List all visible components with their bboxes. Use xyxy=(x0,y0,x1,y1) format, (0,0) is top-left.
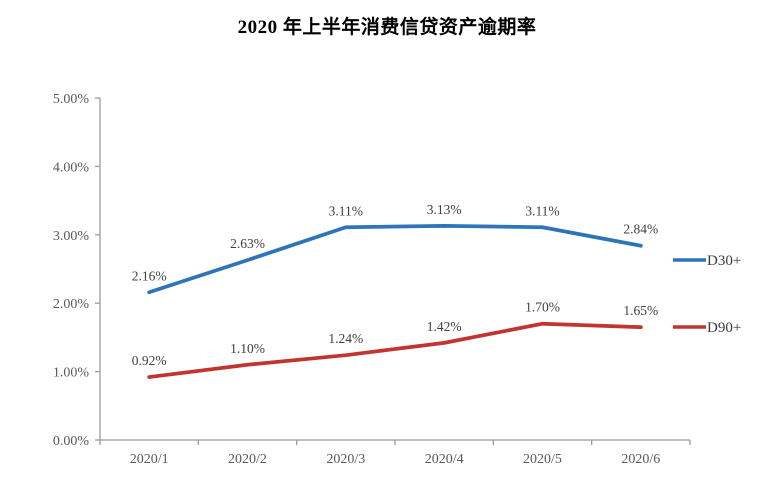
y-tick-label: 4.00% xyxy=(53,160,90,175)
series-line-D30+ xyxy=(147,224,643,295)
legend-label-D90+: D90+ xyxy=(707,320,741,336)
x-tick-label: 2020/1 xyxy=(130,452,169,467)
data-label-D30+: 3.11% xyxy=(525,203,559,218)
data-label-D90+: 1.65% xyxy=(623,303,658,318)
x-tick-label: 2020/2 xyxy=(228,452,267,467)
data-label-D30+: 2.16% xyxy=(132,268,167,283)
chart-title: 2020 年上半年消费信贷资产逾期率 xyxy=(237,17,537,38)
data-label-D90+: 1.70% xyxy=(525,300,560,315)
x-tick-label: 2020/3 xyxy=(326,452,365,467)
x-tick-label: 2020/6 xyxy=(621,452,660,467)
data-label-D90+: 1.10% xyxy=(230,341,265,356)
x-tick-label: 2020/5 xyxy=(523,452,562,467)
x-tick-label: 2020/4 xyxy=(425,452,464,467)
data-label-D90+: 1.42% xyxy=(427,319,462,334)
y-tick-label: 2.00% xyxy=(53,297,90,312)
series-line-D90+ xyxy=(147,321,643,379)
data-label-D30+: 2.84% xyxy=(623,222,658,237)
data-label-D30+: 3.11% xyxy=(329,203,363,218)
data-label-D90+: 0.92% xyxy=(132,353,167,368)
data-label-D90+: 1.24% xyxy=(328,331,363,346)
y-tick-label: 5.00% xyxy=(53,92,90,107)
legend-label-D30+: D30+ xyxy=(707,253,741,269)
y-tick-label: 1.00% xyxy=(53,366,90,381)
data-label-D30+: 3.13% xyxy=(427,202,462,217)
y-tick-label: 3.00% xyxy=(53,229,90,244)
y-tick-label: 0.00% xyxy=(53,434,90,449)
data-label-D30+: 2.63% xyxy=(230,236,265,251)
